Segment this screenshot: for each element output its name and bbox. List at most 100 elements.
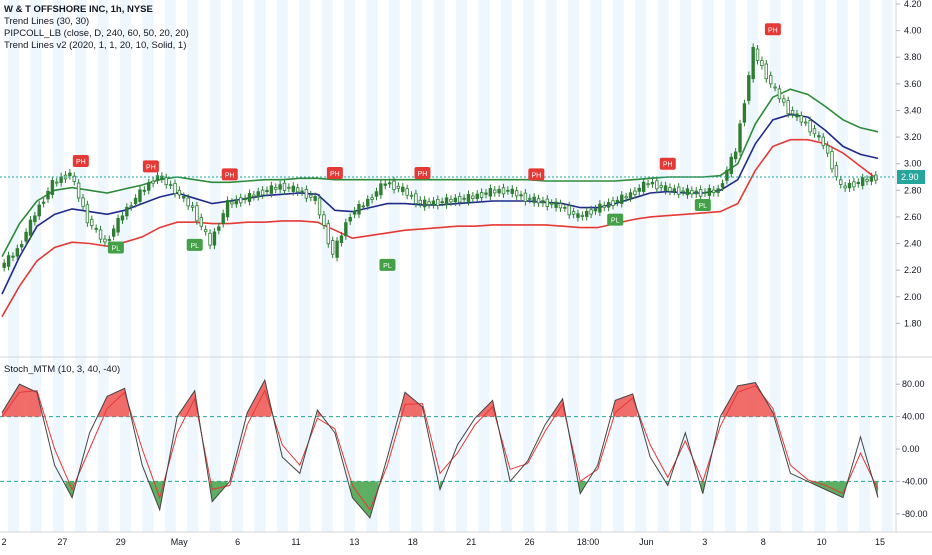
price-tick-label: 1.80 <box>904 318 922 328</box>
time-tick-label: 3 <box>702 537 707 547</box>
candle-body <box>90 219 94 226</box>
candle-body <box>98 229 103 240</box>
candle-body <box>764 63 769 80</box>
candle-body <box>55 181 59 184</box>
candle-body <box>462 197 466 200</box>
candle-body <box>295 187 300 193</box>
candle-body <box>716 188 720 193</box>
candle-body <box>795 113 799 118</box>
indicator-label-pipcoll[interactable]: PIPCOLL_LB (close, D, 240, 60, 50, 20, 2… <box>4 28 189 39</box>
candles <box>2 43 878 272</box>
candle-body <box>589 209 593 215</box>
candle-body <box>685 188 690 196</box>
candle-body <box>519 194 523 197</box>
candle-body <box>606 201 611 208</box>
candle-body <box>501 187 506 195</box>
candle-body <box>11 255 15 258</box>
pivot-low-label: PL <box>190 243 199 250</box>
candle-body <box>374 191 379 197</box>
osc-tick-label: 0.00 <box>902 444 920 454</box>
pivot-low-label: PL <box>699 203 708 210</box>
candle-body <box>396 185 401 189</box>
candle-body <box>821 136 825 146</box>
candle-body <box>155 175 160 181</box>
candle-body <box>85 204 90 224</box>
candle-body <box>282 182 287 191</box>
indicator-label-trend-lines[interactable]: Trend Lines (30, 30) <box>4 16 90 27</box>
price-tick-label: 2.80 <box>904 185 922 195</box>
candle-body <box>68 172 72 177</box>
candle-body <box>151 180 155 184</box>
pivot-high-marker <box>764 23 781 36</box>
session-stripe <box>747 0 759 532</box>
session-stripe <box>568 0 579 532</box>
candle-body <box>808 120 812 133</box>
candle-body <box>449 198 453 203</box>
candle-body <box>611 200 615 206</box>
time-tick-label: 11 <box>291 537 300 547</box>
session-stripe <box>680 0 691 532</box>
overbought-fill <box>2 384 42 417</box>
candle-body <box>707 188 712 196</box>
session-stripe <box>8 0 19 532</box>
pivot-low-label: PL <box>112 246 121 253</box>
oscillator-label[interactable]: Stoch_MTM (10, 3, 40, -40) <box>4 364 121 375</box>
candle-body <box>615 199 620 203</box>
candle-body <box>431 200 436 205</box>
session-stripe <box>232 0 243 532</box>
candle-body <box>326 223 331 245</box>
candle-body <box>269 185 274 194</box>
candle-body <box>620 194 624 204</box>
price-tick-label: 2.40 <box>904 239 922 249</box>
candle-body <box>703 191 707 194</box>
candle-body <box>409 194 414 197</box>
candle-body <box>812 128 817 135</box>
time-tick-label: 27 <box>57 537 67 547</box>
candle-body <box>852 181 856 188</box>
stoch-fast-line <box>1 378 879 519</box>
oscillator-legend: Stoch_MTM (10, 3, 40, -40) <box>4 364 120 376</box>
candle-body <box>545 198 550 207</box>
candle-body <box>725 169 729 181</box>
candle-body <box>94 227 98 230</box>
candle-body <box>847 182 852 189</box>
session-stripe <box>859 0 871 532</box>
candle-body <box>593 208 598 212</box>
candle-body <box>50 180 55 195</box>
session-stripe <box>881 0 893 532</box>
candle-body <box>585 210 589 217</box>
candle-body <box>401 186 405 192</box>
candle-body <box>107 239 112 241</box>
session-stripe <box>299 0 311 532</box>
session-stripe <box>724 0 736 532</box>
candle-body <box>475 193 479 199</box>
candle-body <box>41 201 46 204</box>
session-stripe <box>478 0 490 532</box>
candle-body <box>212 231 217 246</box>
pivot-low-label: PL <box>611 218 620 225</box>
candle-body <box>782 98 786 103</box>
candle-body <box>804 121 808 124</box>
candle-body <box>164 177 168 185</box>
last-price-badge <box>897 170 925 184</box>
candle-body <box>790 110 795 115</box>
candle-body <box>15 248 20 257</box>
indicator-label-trend-lines-v2[interactable]: Trend Lines v2 (2020, 1, 1, 20, 10, Soli… <box>4 40 187 51</box>
time-tick-label: 8 <box>761 537 766 547</box>
candle-body <box>138 189 142 202</box>
candle-body <box>668 186 672 192</box>
candle-body <box>199 217 203 227</box>
session-stripe <box>142 0 154 532</box>
candle-body <box>488 188 493 197</box>
session-stripe <box>836 0 848 532</box>
overbought-fill <box>179 390 197 417</box>
pivot-low-marker <box>607 213 624 226</box>
candle-body <box>129 205 133 208</box>
candle-body <box>418 199 422 205</box>
price-tick-label: 2.60 <box>904 212 922 222</box>
symbol-title[interactable]: W & T OFFSHORE INC, 1h, NYSE <box>4 4 153 15</box>
candle-body <box>322 214 326 226</box>
candle-body <box>370 197 374 200</box>
